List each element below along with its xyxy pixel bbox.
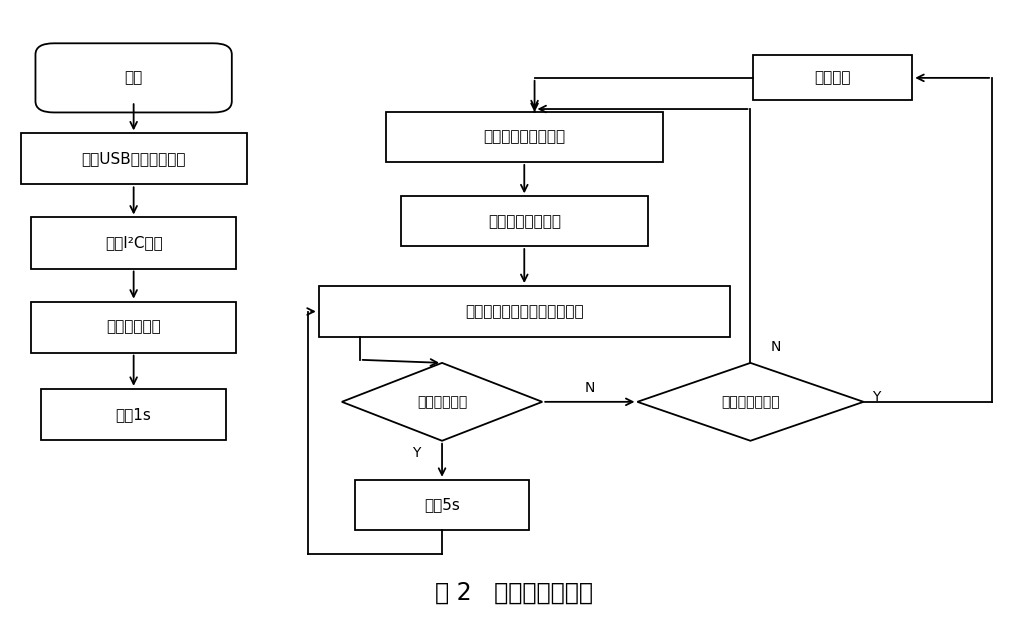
Bar xyxy=(319,286,730,337)
Text: Y: Y xyxy=(412,446,420,460)
Bar xyxy=(31,302,236,353)
Text: 延迟5s: 延迟5s xyxy=(425,497,460,512)
Bar xyxy=(752,55,913,100)
Text: 设定USB芯片工作模式: 设定USB芯片工作模式 xyxy=(81,151,186,166)
Text: 打开I²C总线: 打开I²C总线 xyxy=(105,235,162,250)
Text: N: N xyxy=(585,381,595,395)
FancyBboxPatch shape xyxy=(35,44,232,112)
Bar xyxy=(355,480,529,530)
Text: Y: Y xyxy=(872,390,880,404)
Text: 设定高频头扫描频率: 设定高频头扫描频率 xyxy=(483,130,565,145)
Bar xyxy=(401,196,648,246)
Polygon shape xyxy=(341,363,543,441)
Text: 是否第一次锁频: 是否第一次锁频 xyxy=(721,395,780,409)
Text: 信号是否锁定: 信号是否锁定 xyxy=(417,395,467,409)
Text: N: N xyxy=(771,340,781,354)
Text: 延迟1s: 延迟1s xyxy=(116,407,151,422)
Bar xyxy=(21,133,247,184)
Bar xyxy=(41,389,226,440)
Text: 开始: 开始 xyxy=(124,70,143,85)
Text: 图 2   硬件驱动流程图: 图 2 硬件驱动流程图 xyxy=(435,580,593,604)
Text: 初始化信道解调器: 初始化信道解调器 xyxy=(487,214,561,229)
Text: 信道解调器自动侦测信号参数: 信道解调器自动侦测信号参数 xyxy=(465,304,584,319)
Polygon shape xyxy=(637,363,864,441)
Text: 初始化高频头: 初始化高频头 xyxy=(106,320,161,335)
Text: 改变频率: 改变频率 xyxy=(814,70,851,85)
Bar xyxy=(386,112,663,162)
Bar xyxy=(31,217,236,269)
